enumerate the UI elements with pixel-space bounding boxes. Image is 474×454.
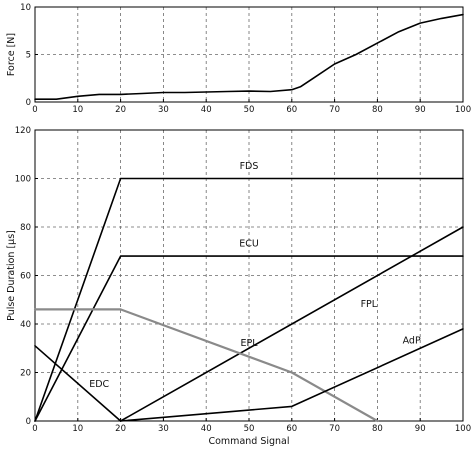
y-tick-label: 20 — [20, 369, 31, 379]
x-tick-label: 100 — [455, 424, 471, 434]
force-series-line — [34, 13, 464, 100]
y-tick-label: 0 — [26, 98, 31, 108]
x-tick-label: 30 — [158, 424, 169, 434]
x-axis-label: Command Signal — [208, 436, 289, 447]
x-tick-label: 0 — [32, 424, 37, 434]
series-label-fds: FDS — [240, 161, 259, 172]
series-line-edc — [34, 344, 122, 422]
y-tick-label: 100 — [15, 175, 31, 185]
series-line-epl — [33, 308, 379, 423]
x-tick-label: 40 — [201, 105, 212, 115]
series-line-ecu — [34, 255, 464, 422]
y-tick-label: 40 — [20, 320, 31, 330]
y-tick-label: 10 — [20, 3, 31, 13]
x-tick-label: 0 — [32, 105, 37, 115]
x-tick-label: 100 — [455, 105, 471, 115]
y-tick-label: 80 — [20, 223, 31, 233]
y-axis-label: Pulse Duration [µs] — [6, 230, 17, 321]
x-tick-label: 40 — [201, 424, 212, 434]
y-tick-label: 5 — [26, 51, 31, 61]
series-label-adp: AdP — [403, 335, 421, 346]
x-tick-label: 60 — [286, 105, 297, 115]
x-tick-label: 20 — [115, 424, 126, 434]
x-tick-label: 80 — [372, 424, 383, 434]
series-label-edc: EDC — [89, 379, 109, 390]
series-line-fds — [34, 177, 464, 422]
y-tick-label: 120 — [15, 126, 31, 136]
series-line-adp — [119, 328, 464, 422]
y-tick-label: 60 — [20, 272, 31, 282]
x-tick-label: 50 — [244, 424, 255, 434]
x-tick-label: 10 — [72, 105, 83, 115]
y-tick-label: 0 — [26, 417, 31, 427]
x-tick-label: 70 — [329, 105, 340, 115]
x-tick-label: 80 — [372, 105, 383, 115]
x-tick-label: 70 — [329, 424, 340, 434]
x-tick-label: 10 — [72, 424, 83, 434]
x-tick-label: 20 — [115, 105, 126, 115]
x-tick-label: 90 — [415, 105, 426, 115]
series-line-fpl — [119, 226, 464, 422]
x-tick-label: 50 — [244, 105, 255, 115]
x-tick-label: 90 — [415, 424, 426, 434]
series-label-epl: EPL — [240, 338, 258, 349]
series-label-ecu: ECU — [239, 238, 259, 249]
y-axis-label: Force [N] — [6, 33, 17, 76]
x-tick-label: 30 — [158, 105, 169, 115]
x-tick-label: 60 — [286, 424, 297, 434]
series-label-fpl: FPL — [361, 299, 378, 310]
